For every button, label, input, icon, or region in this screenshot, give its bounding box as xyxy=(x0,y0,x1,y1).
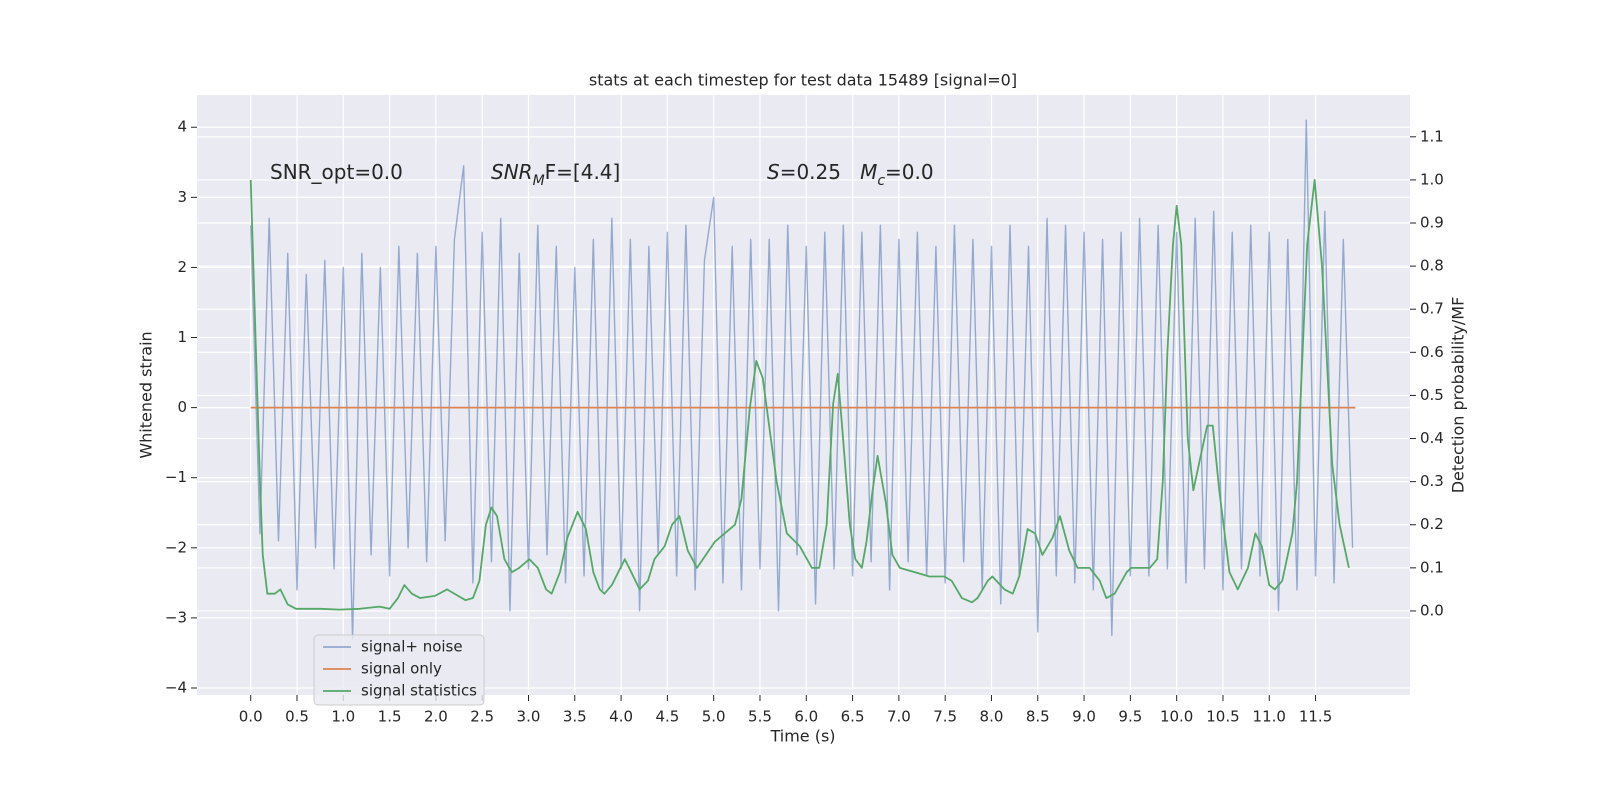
annotation-part: =0.25 xyxy=(780,160,860,184)
x-tick-label: 0.5 xyxy=(285,708,309,726)
legend-label: signal statistics xyxy=(361,682,477,700)
y-tick-label: 3 xyxy=(177,188,187,206)
x-tick-label: 7.5 xyxy=(933,708,957,726)
y2-tick-label: 0.3 xyxy=(1420,472,1444,490)
x-tick-label: 3.0 xyxy=(517,708,541,726)
x-tick-label: 9.5 xyxy=(1118,708,1142,726)
y2-tick-label: 0.0 xyxy=(1420,601,1444,619)
x-tick-label: 11.5 xyxy=(1299,708,1332,726)
y2-tick-label: 0.1 xyxy=(1420,558,1444,576)
annotation-part: SNR xyxy=(491,160,533,184)
x-tick-label: 7.0 xyxy=(887,708,911,726)
series-line xyxy=(249,179,1350,611)
x-tick-label: 10.0 xyxy=(1160,708,1193,726)
x-tick-label: 8.5 xyxy=(1026,708,1050,726)
annotation-part: M xyxy=(860,160,877,184)
x-tick-label: 5.5 xyxy=(748,708,772,726)
y-tick-label: −2 xyxy=(165,538,187,556)
x-tick-label: 4.5 xyxy=(655,708,679,726)
annotation: SNRMF=[4.4] xyxy=(491,160,620,190)
annotation-part: =0.0 xyxy=(885,160,934,184)
y-tick-label: 2 xyxy=(177,258,187,276)
y2-tick-label: 0.7 xyxy=(1420,300,1444,318)
x-tick-label: 9.0 xyxy=(1072,708,1096,726)
series-line xyxy=(250,119,1354,640)
x-tick-label: 2.5 xyxy=(470,708,494,726)
annotation-part: SNR_opt=0.0 xyxy=(270,160,403,184)
y2-tick-label: 0.8 xyxy=(1420,257,1444,275)
x-tick-label: 0.0 xyxy=(239,708,263,726)
x-axis-label: Time (s) xyxy=(769,727,835,746)
y2-tick-label: 0.6 xyxy=(1420,343,1444,361)
y2-tick-label: 0.5 xyxy=(1420,386,1444,404)
y-tick-label: 0 xyxy=(177,398,187,416)
x-tick-label: 4.0 xyxy=(609,708,633,726)
y2-tick-label: 0.2 xyxy=(1420,515,1444,533)
y2-tick-label: 1.0 xyxy=(1420,170,1444,188)
annotation-part: M xyxy=(533,173,545,189)
x-tick-label: 3.5 xyxy=(563,708,587,726)
x-tick-label: 8.0 xyxy=(980,708,1004,726)
x-tick-label: 6.5 xyxy=(841,708,865,726)
x-tick-label: 10.5 xyxy=(1206,708,1239,726)
x-tick-label: 1.0 xyxy=(331,708,355,726)
legend-label: signal+ noise xyxy=(361,638,463,656)
x-tick-label: 11.0 xyxy=(1253,708,1286,726)
legend-frame xyxy=(313,634,485,706)
annotation-part: S xyxy=(767,160,780,184)
y-tick-label: 1 xyxy=(177,328,187,346)
x-tick-label: 1.5 xyxy=(378,708,402,726)
legend-label: signal only xyxy=(361,660,442,678)
annotation-part: c xyxy=(877,173,885,189)
y-tick-label: −3 xyxy=(165,608,187,626)
annotation-part: F=[4.4] xyxy=(545,160,621,184)
y-tick-label: −4 xyxy=(165,678,187,696)
x-tick-label: 5.0 xyxy=(702,708,726,726)
x-tick-label: 2.0 xyxy=(424,708,448,726)
y2-tick-label: 1.1 xyxy=(1420,127,1444,145)
grid xyxy=(197,95,1410,695)
annotation: SNR_opt=0.0 xyxy=(270,160,403,184)
annotation: S=0.25 Mc=0.0 xyxy=(767,160,934,190)
y-tick-label: −1 xyxy=(165,468,187,486)
chart-title: stats at each timestep for test data 154… xyxy=(589,71,1017,90)
y2-axis-label: Detection probability/MF xyxy=(1449,297,1468,494)
x-tick-label: 6.0 xyxy=(794,708,818,726)
y2-tick-label: 0.9 xyxy=(1420,214,1444,232)
y-tick-label: 4 xyxy=(177,118,187,136)
y2-tick-label: 0.4 xyxy=(1420,429,1444,447)
y-axis-label: Whitened strain xyxy=(137,331,156,458)
